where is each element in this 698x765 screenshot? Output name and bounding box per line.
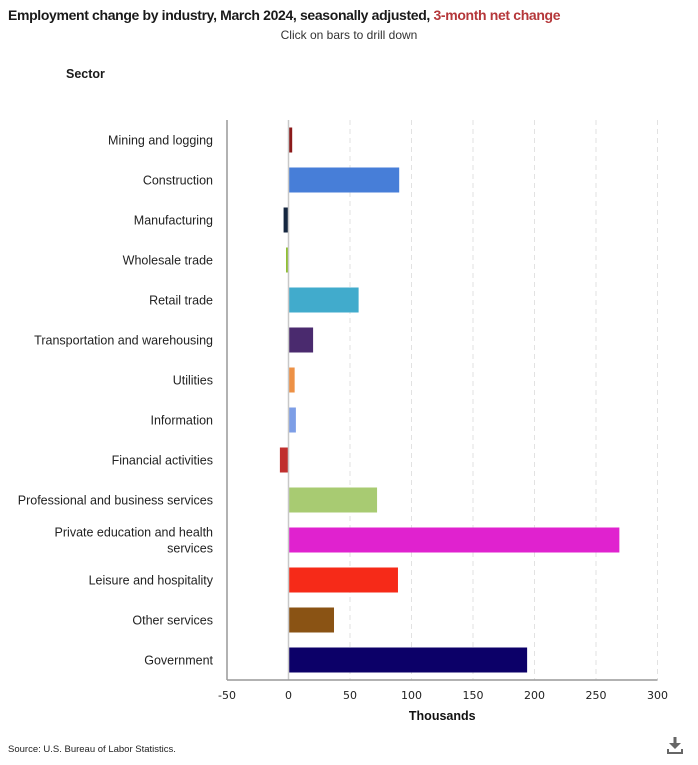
bar-transportation-and-warehousing[interactable] bbox=[288, 327, 314, 353]
category-label: Other services bbox=[132, 614, 213, 628]
x-tick-label: 0 bbox=[285, 689, 292, 702]
chart-subtitle: Click on bars to drill down bbox=[280, 28, 418, 42]
x-tick-label: 100 bbox=[401, 689, 422, 702]
bar-leisure-and-hospitality[interactable] bbox=[288, 567, 398, 593]
category-label: Mining and logging bbox=[108, 134, 213, 148]
download-icon bbox=[667, 737, 683, 754]
chart-title: Employment change by industry, March 202… bbox=[8, 7, 561, 23]
bar-professional-and-business-services[interactable] bbox=[288, 487, 378, 513]
bar-mining-and-logging[interactable] bbox=[288, 127, 293, 153]
x-tick-label: 50 bbox=[343, 689, 357, 702]
category-label: Construction bbox=[143, 174, 213, 188]
bar-construction[interactable] bbox=[288, 167, 400, 193]
bar-information[interactable] bbox=[288, 407, 296, 433]
x-tick-label: 150 bbox=[463, 689, 484, 702]
x-tick-label: 250 bbox=[586, 689, 607, 702]
download-button[interactable] bbox=[665, 735, 685, 755]
category-label: Government bbox=[144, 654, 213, 668]
bar-retail-trade[interactable] bbox=[288, 287, 359, 313]
bar-manufacturing[interactable] bbox=[283, 207, 289, 233]
category-label: Manufacturing bbox=[134, 214, 213, 228]
category-label: Information bbox=[150, 414, 213, 428]
gridlines bbox=[349, 120, 658, 680]
category-label: Financial activities bbox=[112, 454, 213, 468]
category-label: Retail trade bbox=[149, 294, 213, 308]
source-note: Source: U.S. Bureau of Labor Statistics. bbox=[8, 744, 176, 755]
chart-title-accent: 3-month net change bbox=[433, 7, 561, 23]
tick-labels: -50 0 50 100 150 200 250 300 bbox=[218, 689, 668, 702]
bar-private-education-and-health-services[interactable] bbox=[288, 527, 620, 553]
category-label: Professional and business services bbox=[18, 494, 213, 508]
category-label: Utilities bbox=[173, 374, 213, 388]
bar-government[interactable] bbox=[288, 647, 528, 673]
category-label: Transportation and warehousing bbox=[34, 334, 213, 348]
axes bbox=[226, 120, 658, 681]
bar-financial-activities[interactable] bbox=[279, 447, 289, 473]
bars bbox=[279, 127, 620, 673]
x-axis-title: Thousands bbox=[409, 709, 476, 723]
category-label: Private education and health services bbox=[55, 526, 213, 556]
x-tick-label: 200 bbox=[524, 689, 545, 702]
category-label: Wholesale trade bbox=[123, 254, 213, 268]
x-tick-label: -50 bbox=[218, 689, 236, 702]
x-tick-label: 300 bbox=[647, 689, 668, 702]
bar-utilities[interactable] bbox=[288, 367, 295, 393]
bar-wholesale-trade[interactable] bbox=[286, 247, 289, 273]
category-labels: Mining and logging Construction Manufactur… bbox=[18, 134, 214, 668]
category-label: Leisure and hospitality bbox=[89, 574, 214, 588]
y-axis-heading: Sector bbox=[66, 67, 105, 81]
chart-title-main: Employment change by industry, March 202… bbox=[8, 7, 434, 23]
bar-other-services[interactable] bbox=[288, 607, 335, 633]
